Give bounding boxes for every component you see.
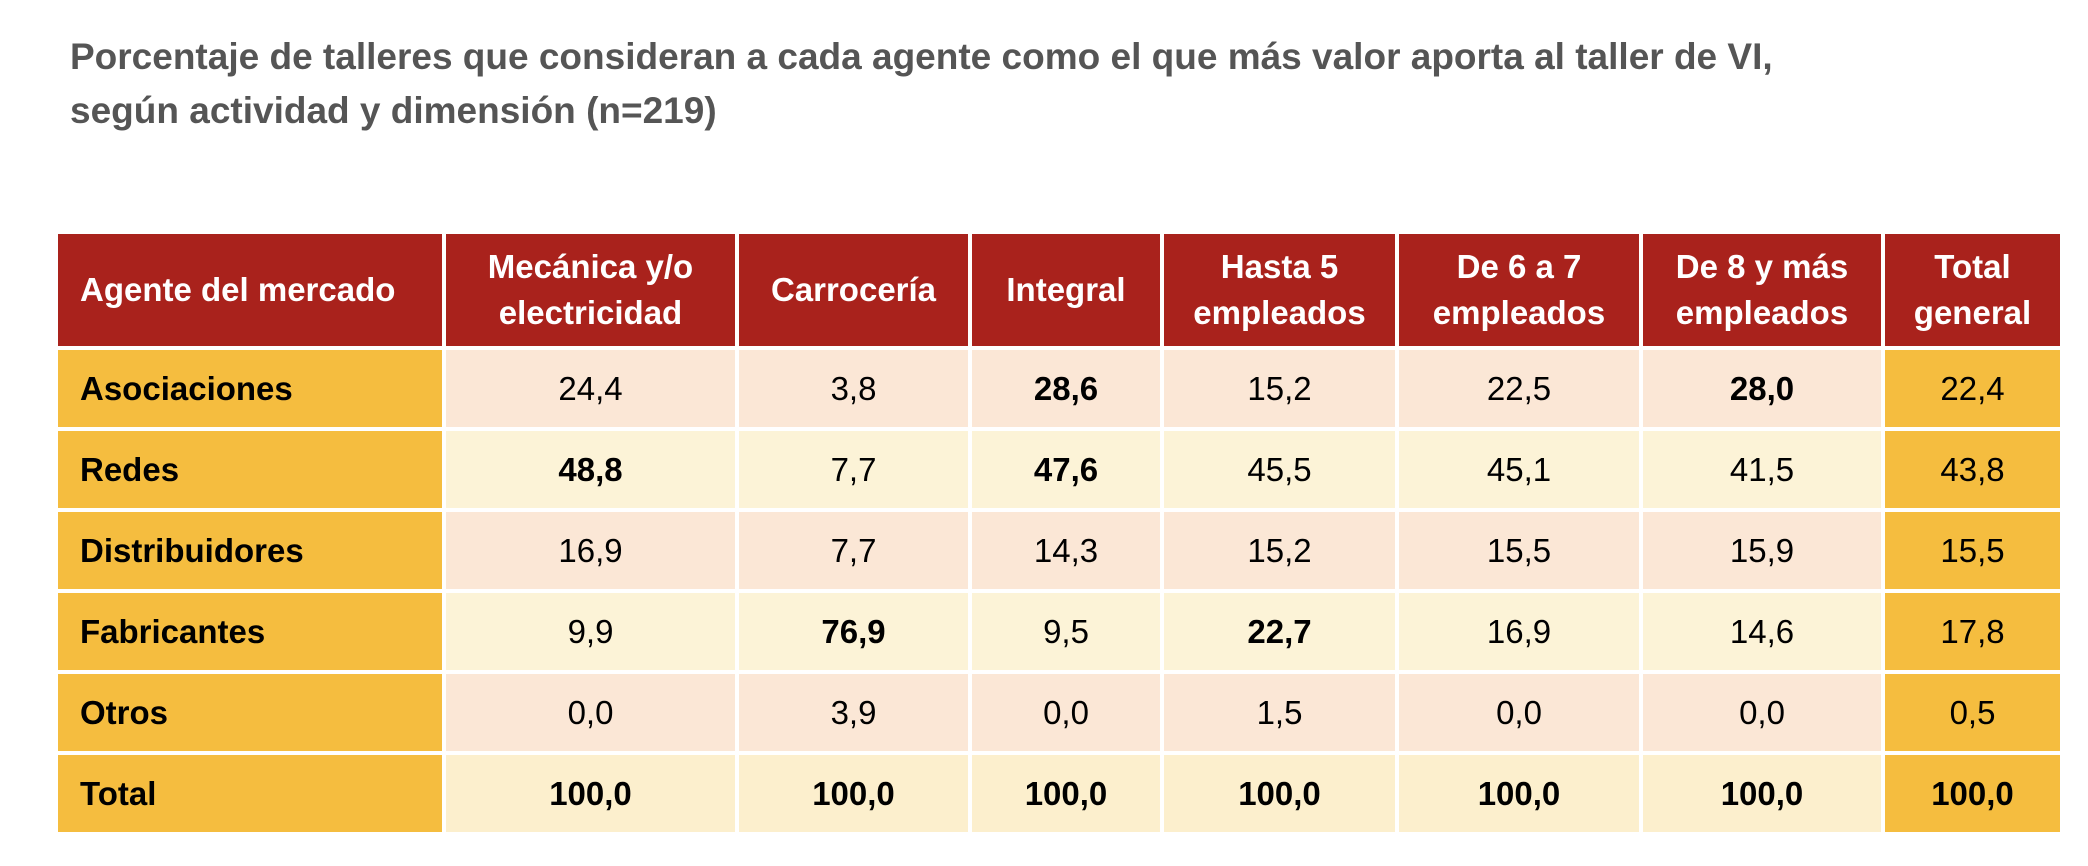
- column-header: Hasta 5 empleados: [1164, 234, 1395, 346]
- row-label: Fabricantes: [58, 593, 442, 670]
- table-cell: 100,0: [739, 755, 968, 832]
- table-header: Agente del mercado Mecánica y/o electrici…: [58, 234, 2060, 346]
- table-cell: 3,9: [739, 674, 968, 751]
- header-row: Agente del mercado Mecánica y/o electrici…: [58, 234, 2060, 346]
- table-cell: 1,5: [1164, 674, 1395, 751]
- table-cell: 22,5: [1399, 350, 1639, 427]
- table-cell: 15,5: [1399, 512, 1639, 589]
- table-cell: 16,9: [446, 512, 735, 589]
- table-row: Total 100,0 100,0 100,0 100,0 100,0 100,0 100,0: [58, 755, 2060, 832]
- table-cell: 17,8: [1885, 593, 2060, 670]
- table-cell: 43,8: [1885, 431, 2060, 508]
- table-cell: 45,5: [1164, 431, 1395, 508]
- table-cell: 28,0: [1643, 350, 1881, 427]
- table-cell: 47,6: [972, 431, 1160, 508]
- row-label: Redes: [58, 431, 442, 508]
- table-cell: 7,7: [739, 512, 968, 589]
- row-label: Asociaciones: [58, 350, 442, 427]
- row-label: Otros: [58, 674, 442, 751]
- table-body: Asociaciones 24,4 3,8 28,6 15,2 22,5 28,0 22,4 R…: [58, 350, 2060, 832]
- table-cell: 100,0: [972, 755, 1160, 832]
- table-cell: 15,2: [1164, 512, 1395, 589]
- table-cell: 100,0: [1885, 755, 2060, 832]
- chart-title-line: según actividad y dimensión (n=219): [70, 90, 717, 131]
- table-cell: 9,5: [972, 593, 1160, 670]
- table-cell: 15,9: [1643, 512, 1881, 589]
- table-cell: 15,2: [1164, 350, 1395, 427]
- column-header: Integral: [972, 234, 1160, 346]
- table-cell: 3,8: [739, 350, 968, 427]
- row-label: Distribuidores: [58, 512, 442, 589]
- table-cell: 0,0: [972, 674, 1160, 751]
- table-cell: 28,6: [972, 350, 1160, 427]
- column-header: Mecánica y/o electricidad: [446, 234, 735, 346]
- table-cell: 0,0: [1399, 674, 1639, 751]
- table-cell: 0,0: [1643, 674, 1881, 751]
- table-row: Redes 48,8 7,7 47,6 45,5 45,1 41,5 43,8: [58, 431, 2060, 508]
- column-header: Carrocería: [739, 234, 968, 346]
- column-header: De 6 a 7 empleados: [1399, 234, 1639, 346]
- table-cell: 22,4: [1885, 350, 2060, 427]
- table-cell: 14,3: [972, 512, 1160, 589]
- data-table: Agente del mercado Mecánica y/o electrici…: [54, 230, 2064, 836]
- table-cell: 15,5: [1885, 512, 2060, 589]
- table-cell: 45,1: [1399, 431, 1639, 508]
- table-cell: 16,9: [1399, 593, 1639, 670]
- table-cell: 14,6: [1643, 593, 1881, 670]
- chart-title: Porcentaje de talleres que consideran a …: [70, 30, 1970, 138]
- table-cell: 100,0: [1399, 755, 1639, 832]
- table-cell: 76,9: [739, 593, 968, 670]
- table-cell: 24,4: [446, 350, 735, 427]
- table-cell: 100,0: [1643, 755, 1881, 832]
- table-cell: 41,5: [1643, 431, 1881, 508]
- table-cell: 7,7: [739, 431, 968, 508]
- table-cell: 0,0: [446, 674, 735, 751]
- column-header: Total general: [1885, 234, 2060, 346]
- table-cell: 100,0: [1164, 755, 1395, 832]
- table-row: Asociaciones 24,4 3,8 28,6 15,2 22,5 28,0 22,4: [58, 350, 2060, 427]
- table-cell: 0,5: [1885, 674, 2060, 751]
- table-cell: 9,9: [446, 593, 735, 670]
- column-header: De 8 y más empleados: [1643, 234, 1881, 346]
- table-row: Distribuidores 16,9 7,7 14,3 15,2 15,5 15,9 15,…: [58, 512, 2060, 589]
- chart-title-line: Porcentaje de talleres que consideran a …: [70, 36, 1773, 77]
- table-row: Fabricantes 9,9 76,9 9,5 22,7 16,9 14,6 17,8: [58, 593, 2060, 670]
- table-row: Otros 0,0 3,9 0,0 1,5 0,0 0,0 0,5: [58, 674, 2060, 751]
- table-cell: 48,8: [446, 431, 735, 508]
- table-cell: 22,7: [1164, 593, 1395, 670]
- column-header: Agente del mercado: [58, 234, 442, 346]
- table-cell: 100,0: [446, 755, 735, 832]
- row-label: Total: [58, 755, 442, 832]
